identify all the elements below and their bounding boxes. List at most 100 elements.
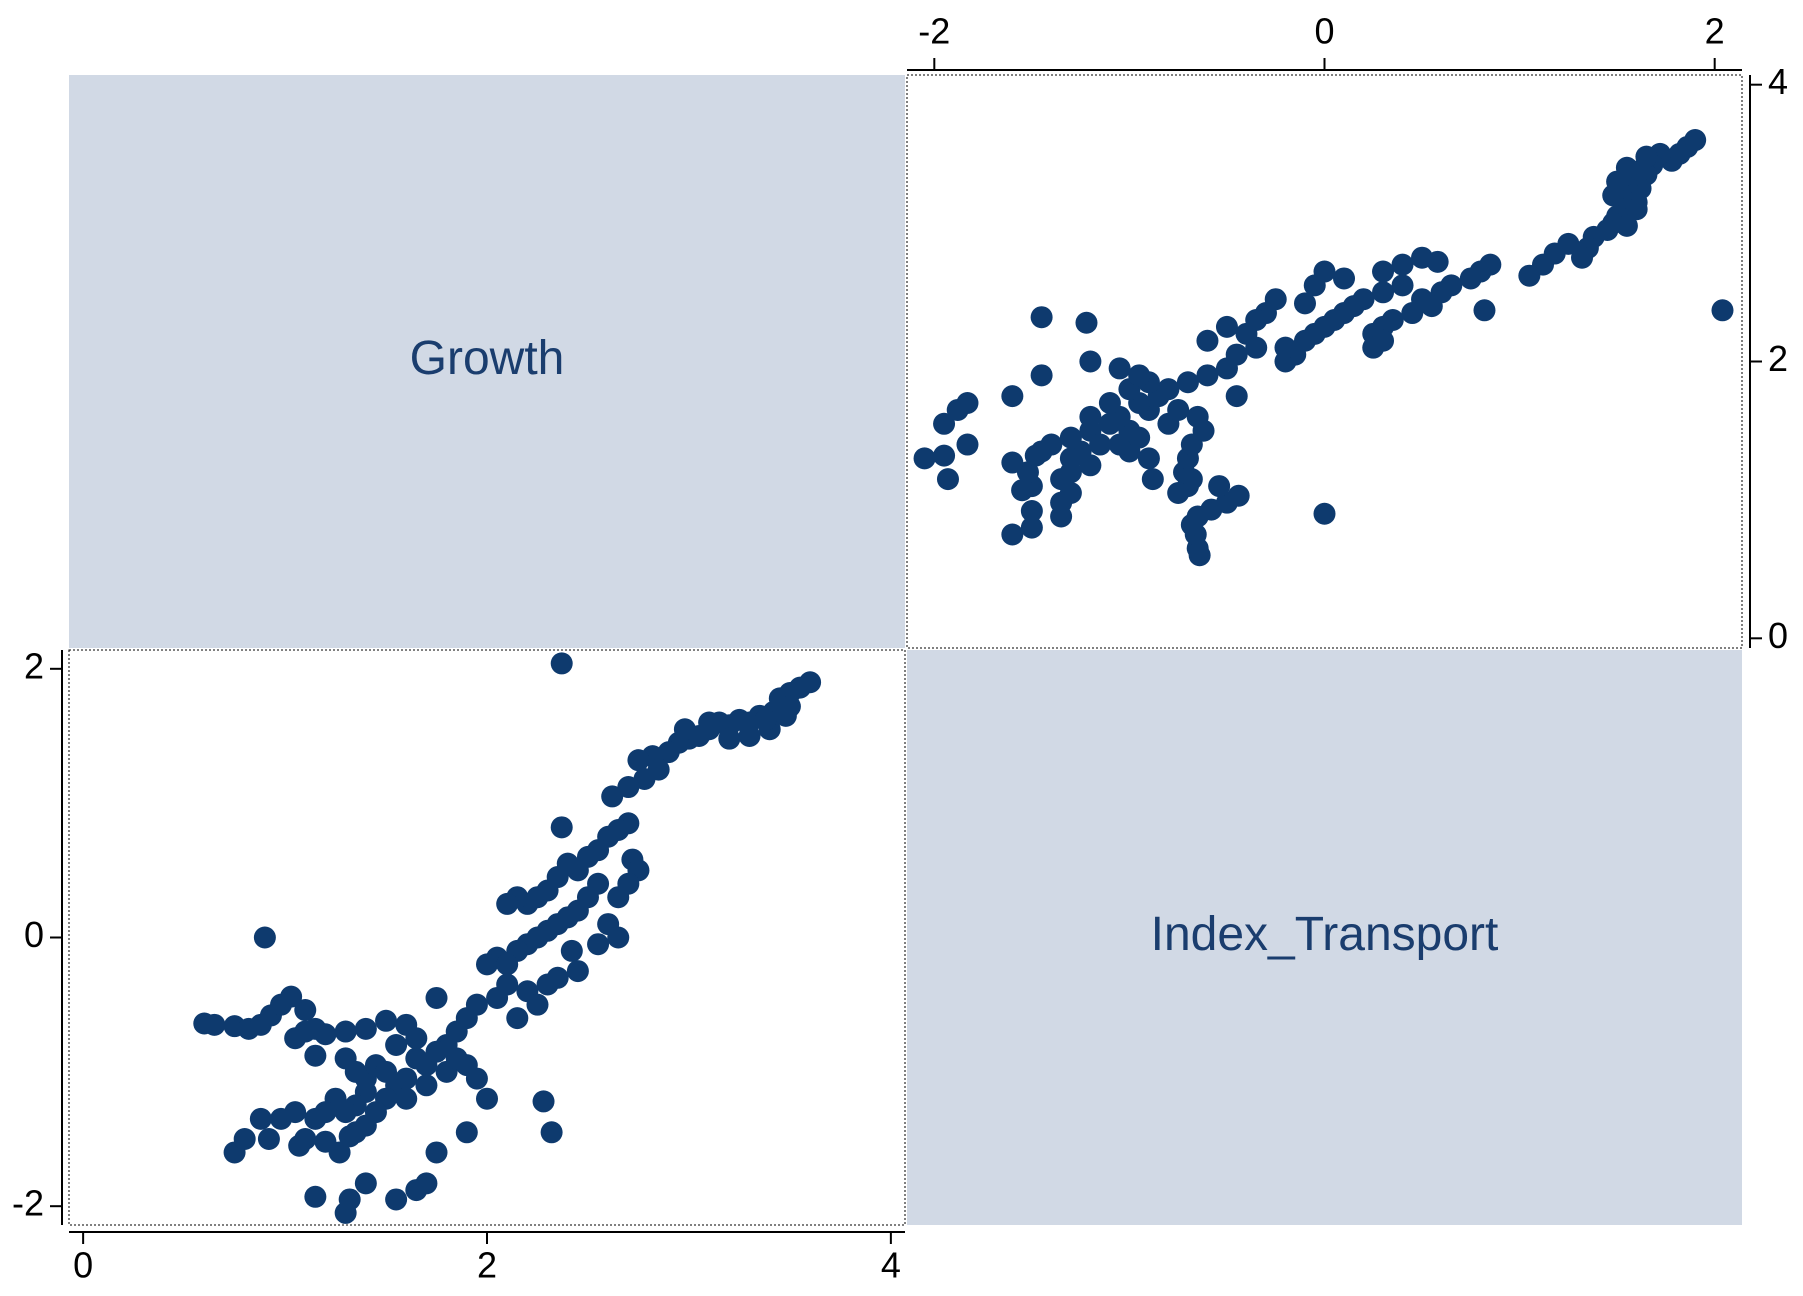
point xyxy=(1625,198,1648,221)
point xyxy=(284,1101,307,1124)
point xyxy=(1167,481,1190,504)
point xyxy=(1274,336,1297,359)
point xyxy=(1473,299,1496,322)
point xyxy=(1391,274,1414,297)
point xyxy=(1079,350,1102,373)
tick-label: 0 xyxy=(73,1245,93,1286)
point xyxy=(338,1125,361,1148)
point xyxy=(1075,311,1098,334)
point xyxy=(304,1185,327,1208)
point xyxy=(1196,364,1219,387)
point xyxy=(294,999,317,1022)
point xyxy=(354,1172,377,1195)
point xyxy=(249,1107,272,1130)
panel-frame xyxy=(68,649,906,1226)
point xyxy=(385,1188,408,1211)
point xyxy=(1225,385,1248,408)
point xyxy=(1141,468,1164,491)
point xyxy=(1079,454,1102,477)
point xyxy=(465,1067,488,1090)
point xyxy=(395,1087,418,1110)
point xyxy=(203,1013,226,1036)
point xyxy=(280,985,303,1008)
diagonal-box xyxy=(907,650,1742,1225)
variable-label: Index_Transport xyxy=(1151,908,1499,961)
point xyxy=(1059,481,1082,504)
point xyxy=(1001,523,1024,546)
point xyxy=(257,1128,280,1151)
point xyxy=(718,727,741,750)
point xyxy=(1372,281,1395,304)
point xyxy=(1030,364,1053,387)
point xyxy=(1215,315,1238,338)
point xyxy=(1215,357,1238,380)
point xyxy=(1518,264,1541,287)
point xyxy=(1411,246,1434,269)
point xyxy=(1128,364,1151,387)
tick-label: -2 xyxy=(12,1183,44,1224)
point xyxy=(1303,274,1326,297)
point xyxy=(375,1009,398,1032)
point xyxy=(1227,484,1250,507)
point xyxy=(1602,184,1625,207)
point xyxy=(284,1027,307,1050)
point xyxy=(1108,357,1131,380)
point xyxy=(253,926,276,949)
variable-label: Growth xyxy=(410,332,565,385)
point xyxy=(338,1188,361,1211)
point xyxy=(1167,398,1190,421)
point xyxy=(1208,475,1231,498)
point xyxy=(334,1020,357,1043)
point xyxy=(415,1074,438,1097)
point xyxy=(913,447,936,470)
point xyxy=(1001,451,1024,474)
tick-label: 4 xyxy=(881,1245,901,1286)
tick-label: 2 xyxy=(477,1245,497,1286)
point xyxy=(496,953,519,976)
point xyxy=(425,986,448,1009)
point xyxy=(607,926,630,949)
point xyxy=(587,933,610,956)
point xyxy=(566,960,589,983)
point xyxy=(1186,405,1209,428)
tick-label: 0 xyxy=(24,914,44,955)
point xyxy=(1293,292,1316,315)
tick-label: 0 xyxy=(1768,615,1788,656)
point xyxy=(627,749,650,772)
point xyxy=(1245,336,1268,359)
point xyxy=(774,704,797,727)
point xyxy=(673,718,696,741)
point xyxy=(1137,447,1160,470)
point xyxy=(601,785,624,808)
point xyxy=(647,758,670,781)
point xyxy=(956,392,979,415)
point xyxy=(1059,426,1082,449)
point xyxy=(328,1141,351,1164)
point xyxy=(425,1141,448,1164)
point xyxy=(1459,267,1482,290)
point xyxy=(550,816,573,839)
point xyxy=(455,1121,478,1144)
point xyxy=(1420,295,1443,318)
point xyxy=(1098,392,1121,415)
point xyxy=(1024,444,1047,467)
point xyxy=(1030,306,1053,329)
point xyxy=(738,724,761,747)
point xyxy=(754,708,777,731)
point xyxy=(1571,246,1594,269)
point xyxy=(1557,232,1580,255)
point xyxy=(385,1033,408,1056)
point xyxy=(1176,371,1199,394)
point xyxy=(933,412,956,435)
point xyxy=(1391,253,1414,276)
point xyxy=(1020,516,1043,539)
tick-label: 2 xyxy=(24,645,44,686)
point xyxy=(395,1067,418,1090)
point xyxy=(536,973,559,996)
point xyxy=(1615,214,1638,237)
point xyxy=(617,776,640,799)
point xyxy=(1635,145,1658,168)
point xyxy=(698,711,721,734)
point xyxy=(1362,336,1385,359)
